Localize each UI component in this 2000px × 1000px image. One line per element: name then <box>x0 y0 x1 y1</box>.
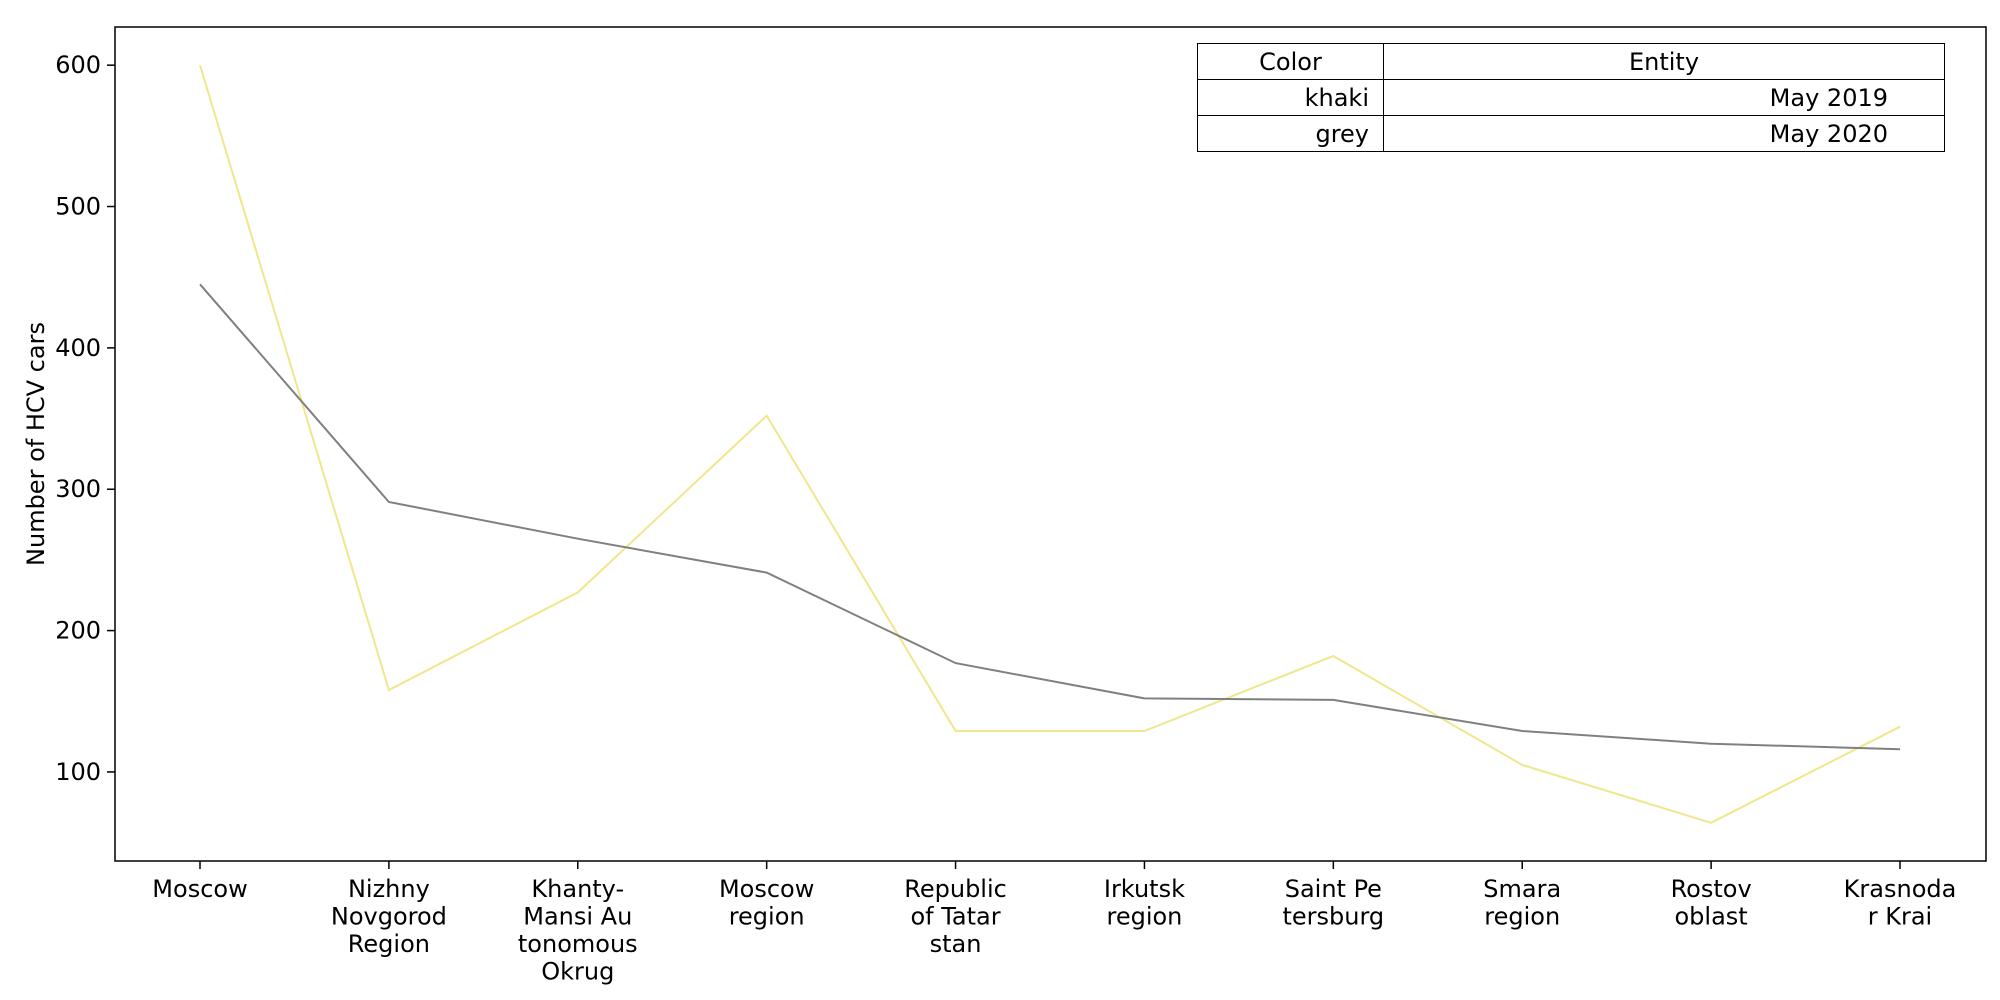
series-line-may-2019 <box>199 64 1901 824</box>
legend-color-grey: grey <box>1197 115 1384 152</box>
x-tick-label: Krasnoda r Krai <box>1844 875 1957 931</box>
legend-header-color: Color <box>1197 43 1384 80</box>
legend-header-row: Color Entity <box>1197 43 1945 80</box>
series-line-may-2020 <box>199 283 1901 751</box>
y-tick-label: 200 <box>55 617 101 645</box>
x-tick-label: Moscow <box>152 875 247 903</box>
plot-frame <box>114 26 1987 862</box>
y-tick-label: 300 <box>55 475 101 503</box>
y-tick-label: 600 <box>55 51 101 79</box>
y-axis-label: Number of HCV cars <box>22 322 50 566</box>
legend-row: khaki May 2019 <box>1197 79 1945 116</box>
x-tick-label: Smara region <box>1483 875 1561 931</box>
legend-row: grey May 2020 <box>1197 115 1945 152</box>
y-tick-label: 100 <box>55 758 101 786</box>
x-tick-label: Irkutsk region <box>1104 875 1185 931</box>
legend-color-khaki: khaki <box>1197 79 1384 116</box>
x-tick-label: Republic of Tatar stan <box>904 875 1007 958</box>
legend-table: Color Entity khaki May 2019 grey May 202… <box>1197 43 1945 152</box>
x-tick-label: Khanty-Mansi Au tonomous Okrug <box>518 875 638 986</box>
legend-entity-may-2019: May 2019 <box>1383 79 1945 116</box>
legend-entity-may-2020: May 2020 <box>1383 115 1945 152</box>
legend-header-entity: Entity <box>1383 43 1945 80</box>
y-tick-label: 500 <box>55 193 101 221</box>
x-tick-label: Rostov oblast <box>1671 875 1752 931</box>
x-tick-label: Nizhny Novgorod Region <box>331 875 447 958</box>
x-tick-label: Moscow region <box>719 875 814 931</box>
x-tick-label: Saint Pe tersburg <box>1282 875 1384 931</box>
y-tick-label: 400 <box>55 334 101 362</box>
